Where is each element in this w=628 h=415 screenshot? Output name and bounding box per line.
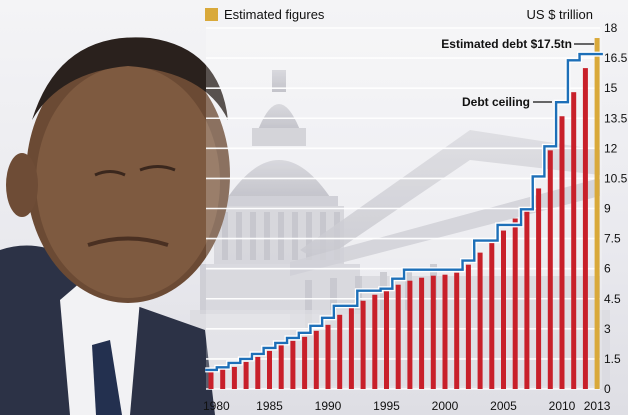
legend-label: Estimated figures [224, 7, 325, 22]
y-tick-label: 18 [604, 21, 618, 35]
annotations: Estimated debt $17.5tn Debt ceiling [441, 37, 595, 109]
x-tick-label: 2000 [432, 399, 459, 413]
x-tick-label: 2005 [490, 399, 517, 413]
debt-bar [267, 350, 272, 389]
y-tick-label: 16.5 [604, 51, 628, 65]
debt-bar [348, 306, 354, 389]
debt-bar [501, 230, 506, 389]
y-axis-unit-label: US $ trillion [527, 7, 593, 22]
debt-bar [465, 264, 471, 389]
debt-bar [430, 275, 436, 389]
x-tick-label: 1990 [315, 399, 342, 413]
y-tick-label: 12 [604, 141, 618, 155]
debt-bar [255, 356, 261, 389]
debt-bar [571, 92, 577, 389]
debt-bar [278, 344, 284, 389]
debt-bar [243, 361, 249, 389]
debt-bar [407, 280, 413, 389]
debt-ceiling-step-line [205, 52, 603, 372]
y-tick-label: 1.5 [604, 352, 621, 366]
debt-bar [395, 284, 401, 389]
y-tick-label: 3 [604, 322, 611, 336]
debt-bar [290, 340, 296, 389]
estimated-bar [594, 38, 600, 390]
axis-ticks: 0 1.5 3 4.5 6 7.5 9 10.5 12 13.5 15 16.5 18 1980 1985 1… [203, 21, 628, 413]
legend-swatch [205, 8, 218, 21]
debt-bar [512, 218, 518, 389]
debt-bar [477, 252, 483, 389]
x-tick-label: 2013 [584, 399, 611, 413]
debt-bar [454, 272, 460, 389]
debt-bar [419, 277, 425, 389]
debt-bar [325, 324, 331, 389]
y-tick-label: 4.5 [604, 292, 621, 306]
bars [208, 38, 600, 390]
person-photo [0, 37, 230, 415]
legend: Estimated figures [205, 7, 325, 22]
debt-bar [582, 68, 588, 389]
debt-bar [337, 314, 343, 389]
x-tick-label: 1985 [256, 399, 283, 413]
y-tick-label: 7.5 [604, 232, 621, 246]
debt-bar [231, 366, 237, 389]
debt-bar [313, 330, 319, 389]
debt-bar [489, 240, 495, 389]
y-tick-label: 6 [604, 262, 611, 276]
y-tick-label: 0 [604, 382, 611, 396]
annotation-debt-ceiling: Debt ceiling [462, 95, 530, 109]
annotation-estimated-debt: Estimated debt $17.5tn [441, 37, 572, 51]
x-tick-label: 1980 [203, 399, 230, 413]
debt-bar [547, 150, 553, 389]
debt-bar [524, 208, 530, 389]
debt-bar [360, 300, 366, 389]
debt-bar [302, 336, 308, 389]
y-tick-label: 15 [604, 81, 618, 95]
debt-bar [559, 116, 565, 389]
debt-bar [536, 188, 542, 389]
debt-bar [384, 289, 389, 389]
debt-bar [442, 274, 448, 389]
debt-ceiling-line [205, 51, 603, 373]
x-tick-label: 1995 [373, 399, 400, 413]
y-tick-label: 13.5 [604, 111, 628, 125]
debt-bar [208, 370, 214, 389]
y-tick-label: 10.5 [604, 171, 628, 185]
debt-bar [372, 294, 378, 389]
y-tick-label: 9 [604, 202, 611, 216]
x-tick-label: 2010 [549, 399, 576, 413]
debt-bar [220, 368, 226, 389]
